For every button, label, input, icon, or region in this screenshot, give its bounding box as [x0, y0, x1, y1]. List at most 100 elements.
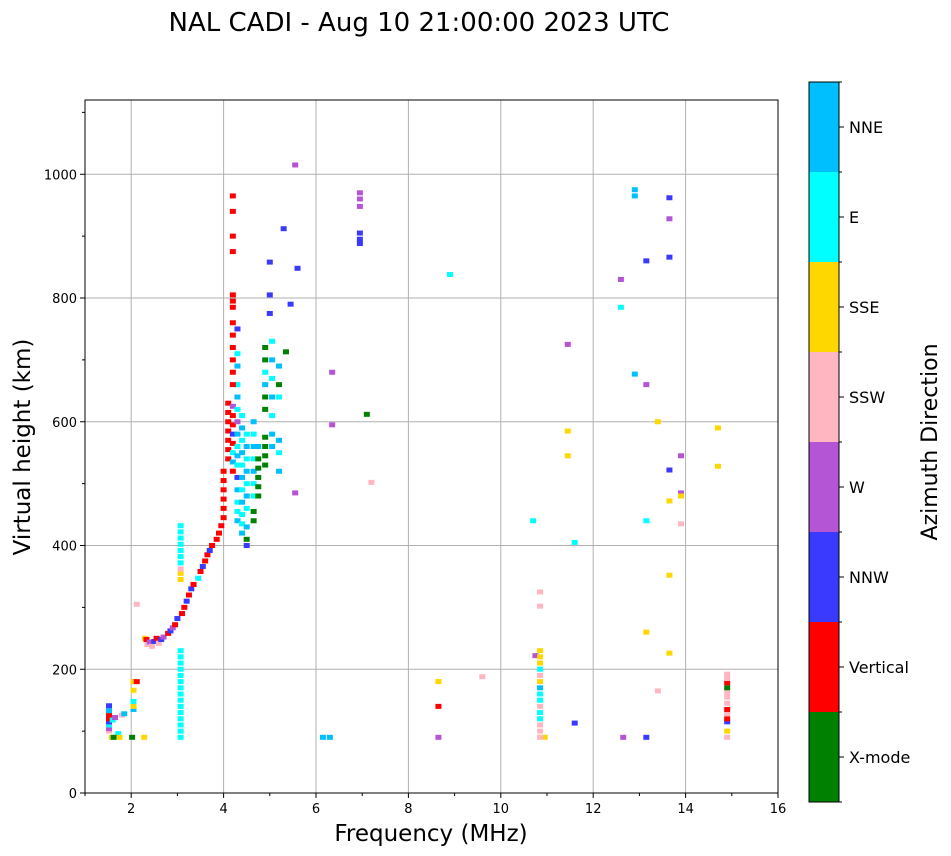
- data-point: [177, 722, 184, 728]
- data-point: [213, 536, 220, 542]
- data-point: [269, 431, 276, 437]
- data-point: [724, 671, 731, 677]
- data-point: [724, 680, 731, 686]
- data-point: [130, 703, 137, 709]
- data-point: [234, 444, 241, 449]
- data-point: [185, 592, 192, 598]
- data-point: [234, 419, 241, 425]
- data-point: [269, 357, 276, 363]
- data-point: [435, 703, 442, 709]
- data-point: [292, 162, 299, 168]
- data-point: [243, 543, 250, 548]
- data-point: [215, 530, 222, 536]
- data-point: [537, 716, 544, 722]
- data-point: [677, 453, 684, 459]
- colorbar-label: SSW: [849, 388, 885, 407]
- data-point: [269, 375, 276, 381]
- data-point: [356, 241, 363, 247]
- data-point: [229, 468, 236, 474]
- data-point: [130, 698, 137, 704]
- data-point: [234, 326, 241, 332]
- data-point: [329, 369, 336, 375]
- data-point: [537, 685, 544, 691]
- data-point: [239, 530, 246, 536]
- data-point: [276, 394, 283, 400]
- data-point: [229, 320, 236, 326]
- data-point: [110, 734, 117, 740]
- data-point: [239, 413, 246, 419]
- data-point: [234, 453, 241, 459]
- data-point: [177, 666, 184, 672]
- data-point: [446, 271, 453, 277]
- data-point: [177, 648, 184, 654]
- colorbar-label: NNE: [849, 118, 883, 137]
- data-point: [234, 382, 241, 388]
- data-point: [292, 490, 299, 496]
- data-point: [537, 648, 544, 654]
- data-point: [714, 425, 721, 431]
- data-point: [229, 459, 236, 465]
- data-point: [269, 413, 276, 419]
- data-point: [250, 468, 257, 474]
- colorbar-label: SSE: [849, 298, 879, 317]
- data-point: [537, 697, 544, 703]
- data-point: [724, 700, 731, 706]
- data-point: [262, 462, 269, 468]
- data-point: [262, 369, 269, 375]
- data-point: [225, 447, 232, 453]
- data-point: [262, 382, 269, 388]
- data-point: [130, 687, 137, 693]
- data-point: [130, 679, 137, 685]
- plot-frame: [84, 99, 779, 794]
- data-point: [666, 572, 673, 578]
- data-point: [326, 734, 333, 740]
- data-point: [177, 691, 184, 697]
- data-point: [151, 638, 158, 644]
- data-point: [724, 676, 731, 682]
- data-point: [177, 660, 184, 666]
- data-point: [177, 728, 184, 734]
- data-point: [571, 539, 578, 545]
- data-point: [220, 515, 227, 521]
- data-point: [106, 716, 113, 722]
- data-point: [724, 728, 731, 734]
- data-point: [243, 444, 250, 449]
- data-point: [115, 731, 122, 737]
- data-point: [243, 524, 250, 530]
- data-point: [356, 203, 363, 209]
- data-point: [197, 568, 204, 574]
- data-point: [143, 637, 150, 643]
- data-point: [243, 505, 250, 511]
- data-point: [239, 462, 246, 468]
- colorbar-segment: [809, 712, 839, 802]
- data-point: [356, 236, 363, 242]
- data-point: [643, 629, 650, 635]
- data-point: [479, 674, 486, 680]
- data-point: [276, 468, 283, 474]
- data-point: [229, 440, 236, 446]
- data-point: [435, 734, 442, 740]
- grid-lines: [85, 100, 779, 794]
- data-point: [239, 521, 246, 527]
- colorbar-segment: [809, 262, 839, 352]
- data-point: [202, 558, 209, 564]
- data-point: [250, 444, 257, 449]
- data-point: [177, 654, 184, 660]
- data-point: [537, 654, 544, 660]
- data-point: [220, 487, 227, 493]
- data-point: [234, 462, 241, 468]
- x-tick-label: 6: [312, 802, 320, 817]
- data-point: [266, 310, 273, 316]
- data-point: [276, 382, 283, 388]
- data-point: [130, 706, 137, 712]
- data-point: [229, 403, 236, 409]
- data-point: [571, 720, 578, 726]
- data-point: [177, 672, 184, 678]
- data-point: [631, 193, 638, 199]
- data-point: [229, 369, 236, 375]
- data-point: [631, 371, 638, 377]
- data-point: [225, 400, 232, 406]
- data-point: [537, 703, 544, 709]
- colorbar-segment: [809, 442, 839, 532]
